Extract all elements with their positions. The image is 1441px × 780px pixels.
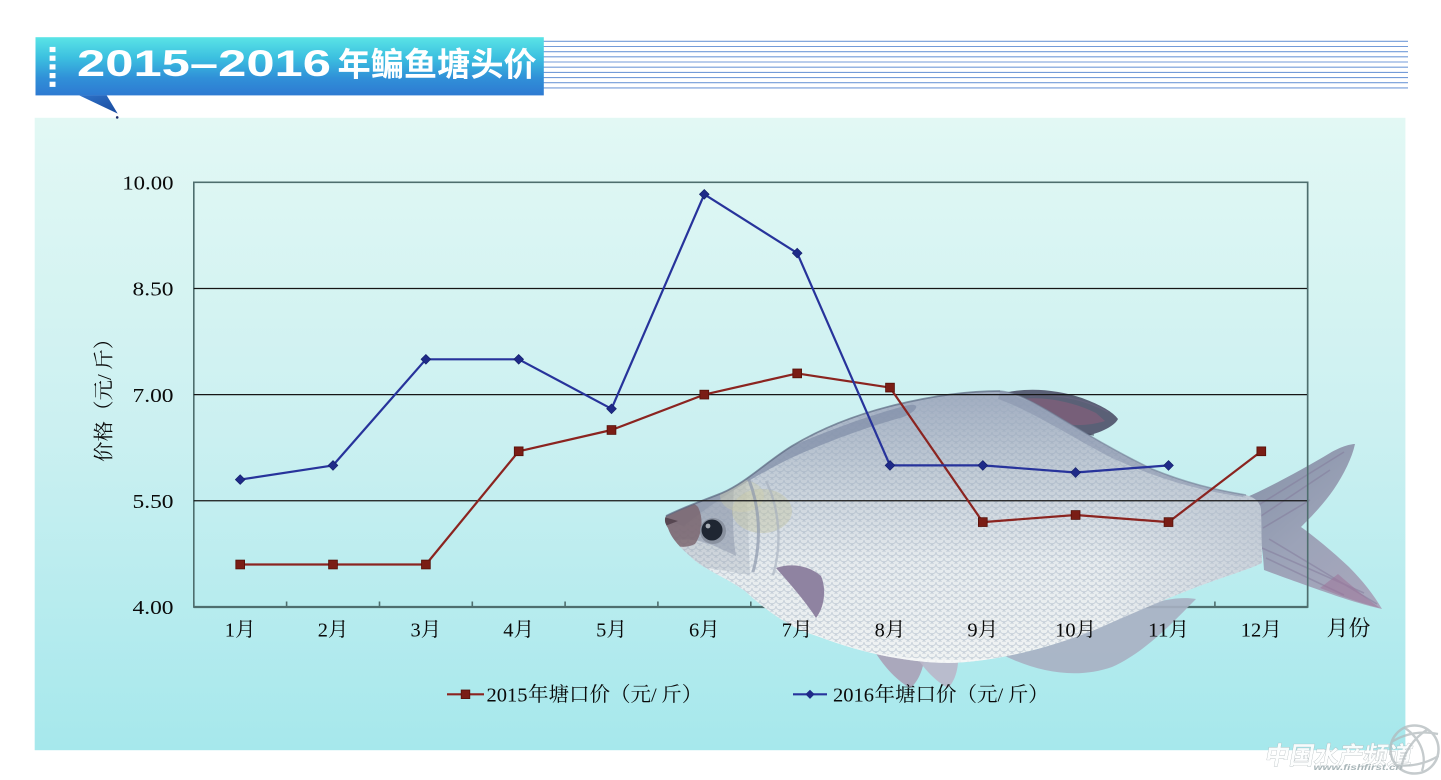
svg-text:3: 3 <box>411 619 421 641</box>
svg-text:4: 4 <box>503 619 513 641</box>
svg-text:7.00: 7.00 <box>133 385 174 407</box>
svg-text:12: 12 <box>1241 619 1262 641</box>
svg-text:5.50: 5.50 <box>133 491 174 513</box>
svg-text:/: / <box>651 684 657 706</box>
svg-text:10: 10 <box>1055 619 1076 641</box>
svg-text:/: / <box>998 684 1004 706</box>
svg-text:11: 11 <box>1148 619 1169 641</box>
svg-text:2016: 2016 <box>833 684 874 706</box>
svg-text:10.00: 10.00 <box>122 173 173 195</box>
svg-text:2: 2 <box>318 619 328 641</box>
svg-text:7: 7 <box>782 619 792 641</box>
svg-text:8.50: 8.50 <box>133 279 174 301</box>
svg-text:6: 6 <box>689 619 699 641</box>
svg-text:4.00: 4.00 <box>133 597 174 619</box>
svg-text:8: 8 <box>875 619 885 641</box>
svg-text:9: 9 <box>967 619 977 641</box>
svg-text:5: 5 <box>596 619 606 641</box>
svg-text:/: / <box>94 374 116 380</box>
svg-text:1: 1 <box>225 619 235 641</box>
svg-text:2015–2016: 2015–2016 <box>77 43 331 84</box>
svg-text:2015: 2015 <box>487 684 528 706</box>
svg-text:www.fishfirst.cn: www.fishfirst.cn <box>1314 763 1403 772</box>
